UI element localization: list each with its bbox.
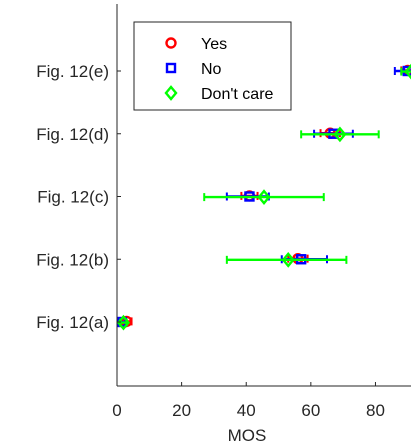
x-tick-label: 0 xyxy=(112,401,121,420)
plot-area xyxy=(116,63,411,331)
legend-box xyxy=(133,21,292,111)
legend-marker xyxy=(165,37,177,49)
axes: 0 20 40 60 80 Fig. 12(a) Fig. 12(b) Fig. 12(c) F… xyxy=(36,4,411,420)
x-tick-label: 80 xyxy=(366,401,385,420)
legend-entry: Yes xyxy=(201,36,227,53)
legend-entry: Don't care xyxy=(201,86,274,103)
legend: Yes No Don't care xyxy=(133,21,292,111)
y-tick-label: Fig. 12(e) xyxy=(36,62,109,81)
legend-marker xyxy=(164,85,178,101)
y-tick-label: Fig. 12(a) xyxy=(36,313,109,332)
y-tick-label: Fig. 12(c) xyxy=(37,188,109,207)
data-point xyxy=(404,63,411,80)
data-point xyxy=(257,189,271,205)
x-tick-label: 60 xyxy=(301,401,320,420)
series-diamond xyxy=(116,63,411,331)
x-tick-label: 20 xyxy=(172,401,191,420)
data-point xyxy=(333,126,347,143)
data-point xyxy=(116,314,131,331)
data-point xyxy=(281,251,295,268)
legend-marker xyxy=(165,62,177,74)
legend-entry: No xyxy=(201,61,222,78)
x-tick-label: 40 xyxy=(237,401,256,420)
y-tick-label: Fig. 12(b) xyxy=(36,250,109,269)
x-axis-label: MOS xyxy=(228,426,267,445)
y-tick-label: Fig. 12(d) xyxy=(36,125,109,144)
